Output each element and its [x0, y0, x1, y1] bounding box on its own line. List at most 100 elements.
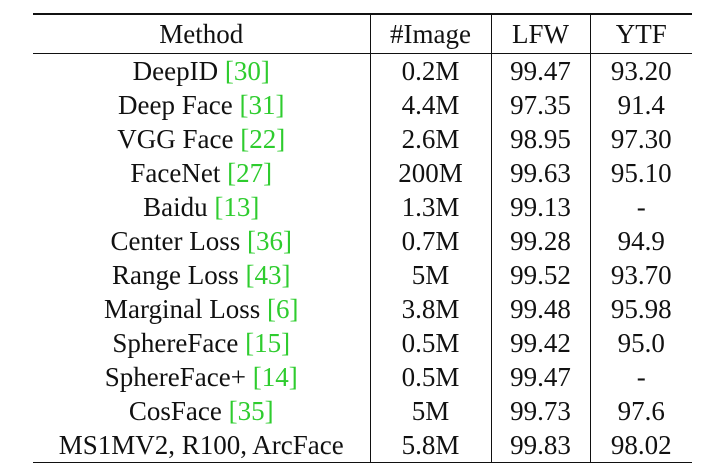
citation-link[interactable]: [30]	[224, 56, 270, 86]
method-name: Center Loss	[110, 226, 241, 256]
method-cell: SphereFace [15]	[33, 326, 370, 360]
method-name: Deep Face	[118, 90, 233, 120]
ytf-cell: 91.4	[589, 88, 692, 122]
ytf-cell: 97.30	[589, 122, 692, 156]
citation-link[interactable]: [6]	[267, 294, 299, 324]
method-name: Baidu	[143, 192, 208, 222]
method-cell: SphereFace+ [14]	[33, 360, 370, 394]
images-cell: 2.6M	[369, 122, 491, 156]
lfw-cell: 99.48	[490, 292, 590, 326]
method-name: Marginal Loss	[104, 294, 261, 324]
lfw-cell: 99.47	[490, 360, 590, 394]
method-name: SphereFace	[112, 328, 239, 358]
ytf-cell: 95.98	[589, 292, 692, 326]
header-lfw: LFW	[490, 14, 590, 54]
citation-number: 43	[254, 260, 282, 290]
ytf-cell: -	[589, 190, 692, 224]
header-row: Method #Image LFW YTF	[33, 14, 692, 54]
lfw-cell: 98.95	[490, 122, 590, 156]
table-row: Deep Face [31] 4.4M 97.35 91.4	[33, 88, 692, 122]
citation-number: 30	[233, 56, 261, 86]
table-row: Marginal Loss [6] 3.8M 99.48 95.98	[33, 292, 692, 326]
table-row: Center Loss [36] 0.7M 99.28 94.9	[33, 224, 692, 258]
method-name: Range Loss	[112, 260, 239, 290]
method-cell: Deep Face [31]	[33, 88, 370, 122]
table-row: DeepID [30] 0.2M 99.47 93.20	[33, 53, 692, 89]
images-cell: 1.3M	[369, 190, 491, 224]
ytf-cell: 98.02	[589, 428, 692, 463]
lfw-cell: 99.13	[490, 190, 590, 224]
lfw-cell: 99.28	[490, 224, 590, 258]
table-body: DeepID [30] 0.2M 99.47 93.20 Deep Face [31] 4…	[33, 53, 692, 463]
images-cell: 0.5M	[369, 326, 491, 360]
citation-link[interactable]: [43]	[245, 260, 291, 290]
table-row: SphereFace [15] 0.5M 99.42 95.0	[33, 326, 692, 360]
ytf-cell: 93.20	[589, 53, 692, 88]
images-cell: 4.4M	[369, 88, 491, 122]
method-name: VGG Face	[117, 124, 234, 154]
lfw-cell: 99.47	[490, 53, 590, 88]
lfw-cell: 99.42	[490, 326, 590, 360]
images-cell: 5.8M	[369, 428, 491, 463]
citation-number: 22	[249, 124, 277, 154]
citation-number: 35	[237, 396, 265, 426]
citation-link[interactable]: [22]	[240, 124, 286, 154]
table-row: Baidu [13] 1.3M 99.13-	[33, 190, 692, 224]
citation-link[interactable]: [15]	[245, 328, 291, 358]
images-cell: 0.2M	[369, 53, 491, 88]
citation-link[interactable]: [13]	[214, 192, 260, 222]
citation-number: 13	[223, 192, 251, 222]
method-cell: Marginal Loss [6]	[33, 292, 370, 326]
images-cell: 200M	[369, 156, 491, 190]
ytf-cell: 97.6	[589, 394, 692, 428]
ytf-cell: 95.10	[589, 156, 692, 190]
ytf-cell: 94.9	[589, 224, 692, 258]
citation-link[interactable]: [36]	[246, 226, 292, 256]
table-row: VGG Face [22] 2.6M 98.95 97.30	[33, 122, 692, 156]
citation-number: 6	[276, 294, 290, 324]
method-name: DeepID	[132, 56, 219, 86]
ytf-cell: 93.70	[589, 258, 692, 292]
images-cell: 0.7M	[369, 224, 491, 258]
method-name: FaceNet	[130, 158, 221, 188]
table-row: SphereFace+ [14] 0.5M 99.47-	[33, 360, 692, 394]
citation-link[interactable]: [31]	[239, 90, 285, 120]
table-row: CosFace [35] 5M 99.73 97.6	[33, 394, 692, 428]
method-name: SphereFace+	[104, 362, 246, 392]
header-images: #Image	[369, 14, 491, 54]
lfw-cell: 97.35	[490, 88, 590, 122]
method-cell: FaceNet [27]	[33, 156, 370, 190]
method-cell: MS1MV2, R100, ArcFace	[33, 428, 370, 463]
lfw-cell: 99.83	[490, 428, 590, 463]
table-header: Method #Image LFW YTF	[33, 14, 692, 54]
header-ytf: YTF	[589, 14, 692, 54]
method-cell: CosFace [35]	[33, 394, 370, 428]
lfw-cell: 99.63	[490, 156, 590, 190]
table-row: FaceNet [27] 200M 99.63 95.10	[33, 156, 692, 190]
images-cell: 5M	[369, 258, 491, 292]
citation-link[interactable]: [27]	[227, 158, 273, 188]
citation-number: 15	[254, 328, 282, 358]
table-row: Range Loss [43] 5M 99.52 93.70	[33, 258, 692, 292]
header-method: Method	[159, 19, 244, 49]
citation-link[interactable]: [14]	[252, 362, 298, 392]
citation-number: 27	[236, 158, 264, 188]
method-cell: Center Loss [36]	[33, 224, 370, 258]
images-cell: 5M	[369, 394, 491, 428]
lfw-cell: 99.52	[490, 258, 590, 292]
method-cell: Baidu [13]	[33, 190, 370, 224]
method-cell: DeepID [30]	[33, 54, 370, 89]
ytf-cell: -	[589, 360, 692, 394]
method-cell: VGG Face [22]	[33, 122, 370, 156]
citation-number: 31	[248, 90, 276, 120]
method-cell: Range Loss [43]	[33, 258, 370, 292]
method-name: CosFace	[128, 396, 222, 426]
images-cell: 0.5M	[369, 360, 491, 394]
method-name: MS1MV2, R100, ArcFace	[58, 430, 344, 460]
ytf-cell: 95.0	[589, 326, 692, 360]
table-row: MS1MV2, R100, ArcFace 5.8M 99.83 98.02	[33, 428, 692, 463]
lfw-cell: 99.73	[490, 394, 590, 428]
citation-number: 14	[261, 362, 289, 392]
results-table: Method #Image LFW YTF DeepID [30] 0.2M 99.…	[33, 13, 692, 463]
citation-link[interactable]: [35]	[228, 396, 274, 426]
